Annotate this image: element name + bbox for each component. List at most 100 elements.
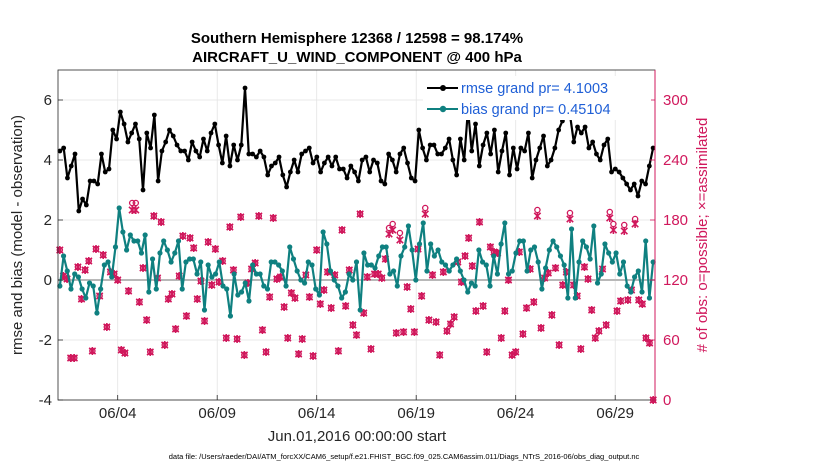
obs-assimilated-marker — [258, 326, 267, 334]
bias-point — [598, 271, 604, 277]
rmse-point — [227, 163, 233, 169]
obs-assimilated-marker — [320, 286, 328, 294]
obs-assimilated-marker — [432, 318, 440, 326]
obs-assimilated-marker — [367, 345, 375, 353]
bias-point — [135, 238, 141, 244]
bias-series — [57, 205, 656, 319]
bias-point — [161, 238, 167, 244]
rmse-point — [212, 121, 218, 127]
rmse-point — [393, 169, 399, 175]
obs-assimilated-marker — [305, 293, 314, 301]
rmse-point — [427, 142, 433, 148]
rmse-point — [578, 130, 584, 136]
bias-point — [205, 262, 211, 268]
bias-point — [387, 271, 393, 277]
x-axis-label: Jun.01,2016 00:00:00 start — [268, 428, 447, 445]
y-tick-label: -4 — [39, 392, 52, 409]
rmse-point — [371, 157, 376, 163]
obs-assimilated-marker — [208, 281, 216, 289]
obs-assimilated-marker — [294, 350, 303, 358]
bias-point — [112, 244, 119, 250]
obs-assimilated-marker — [501, 307, 509, 315]
x-axis-ticks: 06/04 06/09 06/14 06/19 06/24 06/29 — [99, 395, 634, 422]
rmse-point — [68, 163, 74, 169]
rmse-point — [174, 142, 180, 148]
bias-point — [483, 262, 489, 268]
obs-assimilated-marker — [352, 331, 361, 339]
plot-area: 06/04 06/09 06/14 06/19 06/24 06/29 -4-20246 … — [39, 69, 688, 422]
rmse-point — [454, 172, 460, 178]
bias-point — [491, 253, 497, 259]
rmse-point — [287, 169, 293, 175]
rmse-point — [182, 148, 187, 154]
bias-point — [272, 259, 278, 265]
bias-point — [224, 286, 230, 292]
obs-assimilated-marker — [273, 275, 281, 283]
bias-point — [520, 238, 526, 244]
obs-assimilated-marker — [645, 339, 654, 347]
bias-point — [253, 271, 259, 277]
bias-point — [609, 259, 615, 265]
obs-assimilated-marker — [551, 264, 560, 272]
bias-point — [554, 244, 560, 250]
bias-point — [268, 259, 274, 265]
rmse-point — [178, 148, 184, 154]
rmse-point — [65, 175, 70, 181]
rmse-point — [461, 157, 467, 163]
rmse-point — [269, 163, 274, 169]
rmse-point — [223, 133, 229, 139]
bias-point — [298, 277, 304, 283]
bias-point — [357, 307, 363, 313]
bias-point — [131, 238, 137, 244]
bias-point — [64, 268, 70, 274]
rmse-point — [219, 160, 225, 166]
obs-assimilated-marker — [624, 296, 632, 304]
rmse-point — [628, 187, 633, 193]
bias-point — [546, 247, 552, 253]
bias-point — [557, 253, 564, 259]
rmse-point — [616, 169, 622, 175]
bias-point — [123, 247, 130, 253]
obs-assimilated-marker — [468, 262, 477, 270]
rmse-point — [280, 172, 286, 178]
bias-point — [539, 286, 545, 292]
rmse-point — [110, 127, 116, 133]
obs-assimilated-marker — [74, 263, 82, 271]
rmse-point — [552, 145, 558, 151]
rmse-point — [99, 151, 104, 157]
obs-assimilated-marker — [392, 329, 401, 337]
bias-point — [138, 250, 145, 256]
bias-point — [454, 256, 460, 262]
bias-point — [79, 286, 85, 292]
obs-assimilated-marker — [558, 281, 567, 289]
obs-assimilated-marker — [421, 210, 430, 218]
bias-point — [643, 238, 649, 244]
rmse-point — [439, 151, 444, 157]
y-axis-ticks: -4 -2 0 2 4 6 — [39, 92, 63, 409]
bias-point — [324, 241, 330, 247]
obs-assimilated-marker — [327, 304, 335, 312]
obs-possible-marker — [128, 199, 136, 207]
rmse-point — [325, 154, 331, 160]
bias-point — [283, 283, 289, 289]
bias-point — [105, 259, 111, 265]
bias-point — [365, 262, 371, 268]
rmse-point — [250, 151, 255, 157]
obs-assimilated-marker — [511, 348, 520, 356]
obs-assimilated-marker — [482, 348, 491, 356]
obs-assimilated-marker — [602, 321, 610, 329]
y2-tick-label: 240 — [663, 152, 688, 169]
rmse-point — [344, 175, 350, 181]
bias-point — [305, 259, 311, 265]
rmse-point — [480, 142, 486, 148]
rmse-point — [612, 166, 618, 172]
bias-point — [543, 265, 549, 271]
rmse-point — [261, 154, 267, 160]
bias-point — [394, 283, 400, 289]
rmse-point — [106, 166, 112, 172]
rmse-point — [163, 139, 169, 145]
rmse-point — [605, 136, 611, 142]
rmse-point — [650, 145, 656, 151]
bias-point — [535, 259, 541, 265]
bias-point — [650, 259, 656, 265]
